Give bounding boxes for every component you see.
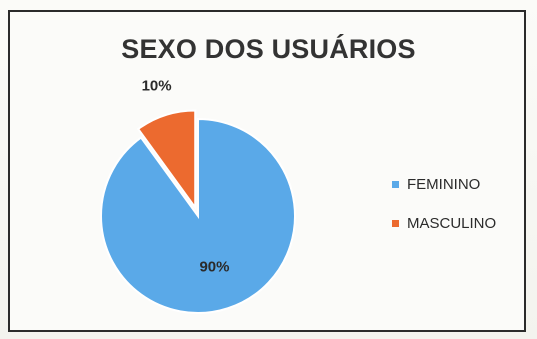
legend-swatch-masculino: [392, 219, 399, 227]
legend-label-feminino: FEMININO: [407, 175, 481, 193]
data-label-feminino: 90%: [199, 259, 229, 276]
data-label-masculino: 10%: [142, 78, 172, 95]
legend-item-masculino: MASCULINO: [392, 213, 496, 233]
chart-title: SEXO DOS USUÁRIOS: [121, 34, 416, 64]
legend-item-feminino: FEMININO: [392, 174, 496, 194]
legend-label-masculino: MASCULINO: [407, 214, 497, 232]
legend-swatch-feminino: [392, 180, 399, 188]
pie-slice-feminino: [100, 117, 296, 314]
chart-legend: FEMININO MASCULINO: [392, 174, 496, 252]
pie-slice-masculino: [136, 109, 197, 211]
